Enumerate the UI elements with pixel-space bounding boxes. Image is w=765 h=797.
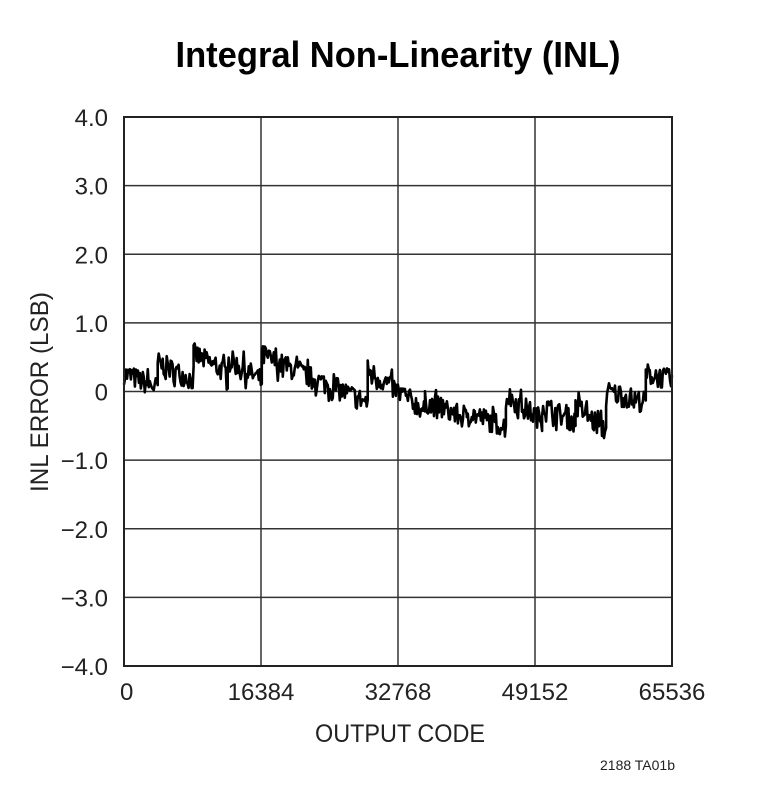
x-tick-label: 32768 xyxy=(365,679,432,706)
y-tick-labels: 4.0 3.0 2.0 1.0 0 −1.0 −2.0 −3.0 −4.0 xyxy=(61,105,108,681)
x-tick-labels: 0 16384 32768 49152 65536 xyxy=(120,679,705,706)
x-axis-label: OUTPUT CODE xyxy=(315,720,485,748)
x-tick-label: 49152 xyxy=(502,679,569,706)
y-tick-label: 0 xyxy=(95,380,108,407)
chart-title: Integral Non-Linearity (INL) xyxy=(176,34,621,75)
y-axis-label: INL ERROR (LSB) xyxy=(26,292,54,492)
plot-frame xyxy=(123,116,673,667)
y-tick-label: 2.0 xyxy=(75,242,108,269)
y-tick-label: −3.0 xyxy=(61,585,108,612)
y-tick-label: −2.0 xyxy=(61,517,108,544)
y-tick-label: −4.0 xyxy=(61,654,108,681)
x-tick-label: 16384 xyxy=(228,679,295,706)
figure-code: 2188 TA01b xyxy=(600,757,675,773)
y-tick-label: 1.0 xyxy=(75,311,108,338)
y-tick-label: 4.0 xyxy=(75,105,108,132)
x-tick-label: 65536 xyxy=(639,679,706,706)
y-tick-label: −1.0 xyxy=(61,448,108,475)
inl-series-line xyxy=(122,342,674,440)
x-tick-label: 0 xyxy=(120,679,133,706)
y-tick-label: 3.0 xyxy=(75,174,108,201)
